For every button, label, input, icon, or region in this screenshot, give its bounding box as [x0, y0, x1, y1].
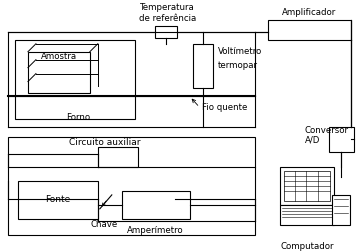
Text: Amostra: Amostra [41, 52, 77, 61]
Bar [122, 191, 190, 219]
Text: Amperímetro: Amperímetro [127, 226, 184, 235]
Bar [279, 205, 334, 225]
Text: Amplificador: Amplificador [282, 8, 336, 17]
Bar [18, 181, 98, 219]
Bar [28, 52, 90, 93]
Text: Fio quente: Fio quente [202, 103, 247, 112]
Bar [268, 20, 351, 40]
Text: termopar: termopar [218, 61, 258, 70]
Text: Conversor
A/D: Conversor A/D [304, 125, 348, 145]
Text: Temperatura
de referência: Temperatura de referência [139, 3, 196, 23]
Bar [279, 167, 334, 205]
Bar [98, 147, 138, 167]
Bar [155, 26, 177, 38]
Bar [8, 137, 255, 235]
Text: Forno: Forno [66, 113, 90, 122]
Text: Circuito auxiliar: Circuito auxiliar [69, 138, 140, 147]
Text: Chave: Chave [90, 220, 117, 229]
Text: Computador: Computador [281, 242, 334, 251]
Bar [15, 40, 135, 119]
Bar [283, 171, 330, 201]
Bar [330, 127, 355, 152]
Text: Fonte: Fonte [45, 195, 70, 204]
Bar [193, 44, 213, 87]
Bar [332, 195, 351, 225]
Text: Voltímetro: Voltímetro [218, 47, 262, 56]
